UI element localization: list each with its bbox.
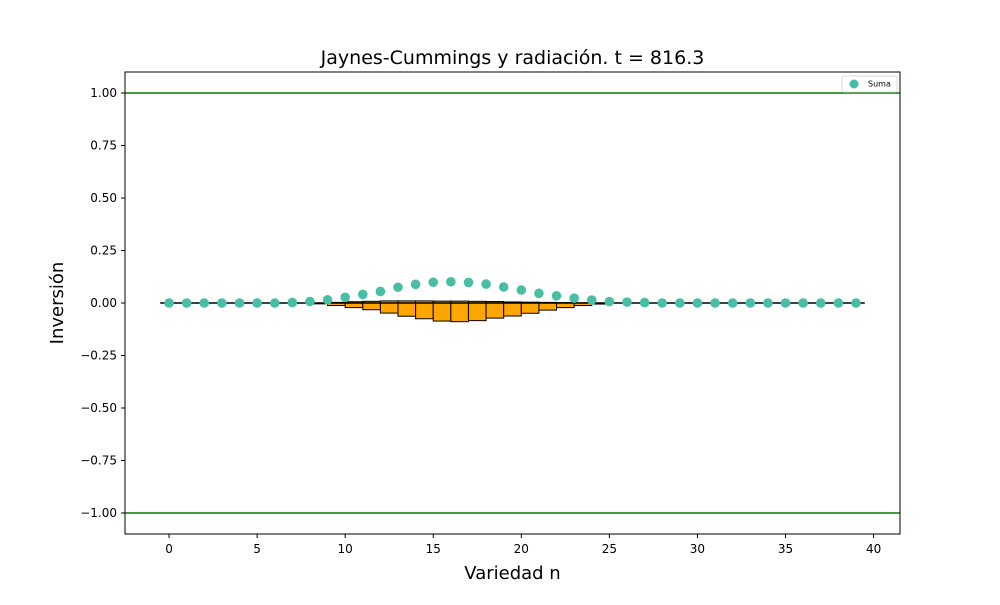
scatter-point-33 <box>745 298 756 308</box>
scatter-point-12 <box>375 286 386 297</box>
scatter-point-34 <box>763 298 773 308</box>
scatter-point-9 <box>322 295 333 305</box>
scatter-point-36 <box>798 298 808 308</box>
bar-10 <box>485 301 505 319</box>
y-tick-label-5: −0.25 <box>80 349 117 363</box>
scatter-point-26 <box>622 297 632 307</box>
scatter-point-0 <box>164 298 174 308</box>
scatter-point-31 <box>710 298 720 308</box>
scatter-point-38 <box>833 298 844 308</box>
axis-ticks: 0 5 10 15 20 25 30 35 40 1.00 0.75 0.50 0.25 0.00 −0.2… <box>80 86 881 556</box>
x-tick-label-4: 20 <box>514 542 529 556</box>
bar-9 <box>467 300 487 322</box>
x-tick-label-6: 30 <box>690 542 705 556</box>
bar-11 <box>503 301 522 317</box>
scatter-point-1 <box>181 298 192 308</box>
scatter-point-14 <box>410 279 421 290</box>
y-tick-label-1: 0.75 <box>90 139 117 153</box>
y-tick-label-6: −0.50 <box>80 401 117 415</box>
scatter-point-23 <box>569 293 579 303</box>
scatter-point-8 <box>305 296 315 307</box>
scatter-point-32 <box>727 298 738 308</box>
scatter-point-39 <box>851 298 861 308</box>
y-tick-label-8: −1.00 <box>80 506 117 520</box>
bar-12 <box>520 301 540 314</box>
scatter-point-37 <box>815 298 826 308</box>
scatter-point-11 <box>357 289 368 300</box>
scatter-point-30 <box>692 298 703 308</box>
y-tick-label-0: 1.00 <box>90 86 117 100</box>
chart-title: Jaynes-Cummings y radiación. t = 816.3 <box>320 47 705 69</box>
scatter-point-6 <box>269 298 280 308</box>
scatter-point-17 <box>463 277 474 288</box>
scatter-point-5 <box>252 298 262 308</box>
scatter-point-4 <box>234 298 245 308</box>
x-tick-label-5: 25 <box>602 542 617 556</box>
scatter-point-29 <box>675 298 685 308</box>
scatter-point-15 <box>428 277 439 288</box>
x-tick-label-2: 10 <box>338 542 353 556</box>
y-tick-label-4: 0.00 <box>90 296 117 310</box>
scatter-point-18 <box>481 279 491 289</box>
scatter-point-35 <box>780 298 791 308</box>
x-tick-label-1: 5 <box>253 542 261 556</box>
legend-label-suma: Suma <box>868 80 891 89</box>
legend: Suma <box>841 75 898 93</box>
scatter-point-13 <box>393 282 403 293</box>
y-tick-label-2: 0.50 <box>90 191 117 205</box>
legend-marker-suma <box>849 79 859 89</box>
y-tick-label-3: 0.25 <box>90 244 117 258</box>
plot-area <box>125 92 900 514</box>
scatter-point-24 <box>586 295 597 305</box>
scatter-point-21 <box>534 288 544 299</box>
x-axis-title: Variedad n <box>464 563 560 584</box>
scatter-point-28 <box>657 298 668 308</box>
x-tick-label-7: 35 <box>778 542 793 556</box>
y-axis-title: Inversión <box>47 262 68 345</box>
scatter-point-2 <box>199 298 210 308</box>
scatter-point-20 <box>516 285 527 295</box>
x-tick-label-8: 40 <box>866 542 881 556</box>
scatter-point-22 <box>551 291 562 301</box>
scatter-point-16 <box>446 276 456 287</box>
scatter-point-10 <box>340 292 350 303</box>
y-tick-label-7: −0.75 <box>80 454 117 468</box>
bar-7 <box>432 300 452 322</box>
scatter-point-27 <box>639 297 650 308</box>
scatter-point-25 <box>604 296 615 307</box>
scatter-point-19 <box>498 282 509 292</box>
scatter-point-3 <box>217 298 227 308</box>
bar-8 <box>450 300 469 323</box>
x-tick-label-3: 15 <box>426 542 441 556</box>
scatter-point-7 <box>287 297 298 308</box>
x-tick-label-0: 0 <box>165 542 173 556</box>
